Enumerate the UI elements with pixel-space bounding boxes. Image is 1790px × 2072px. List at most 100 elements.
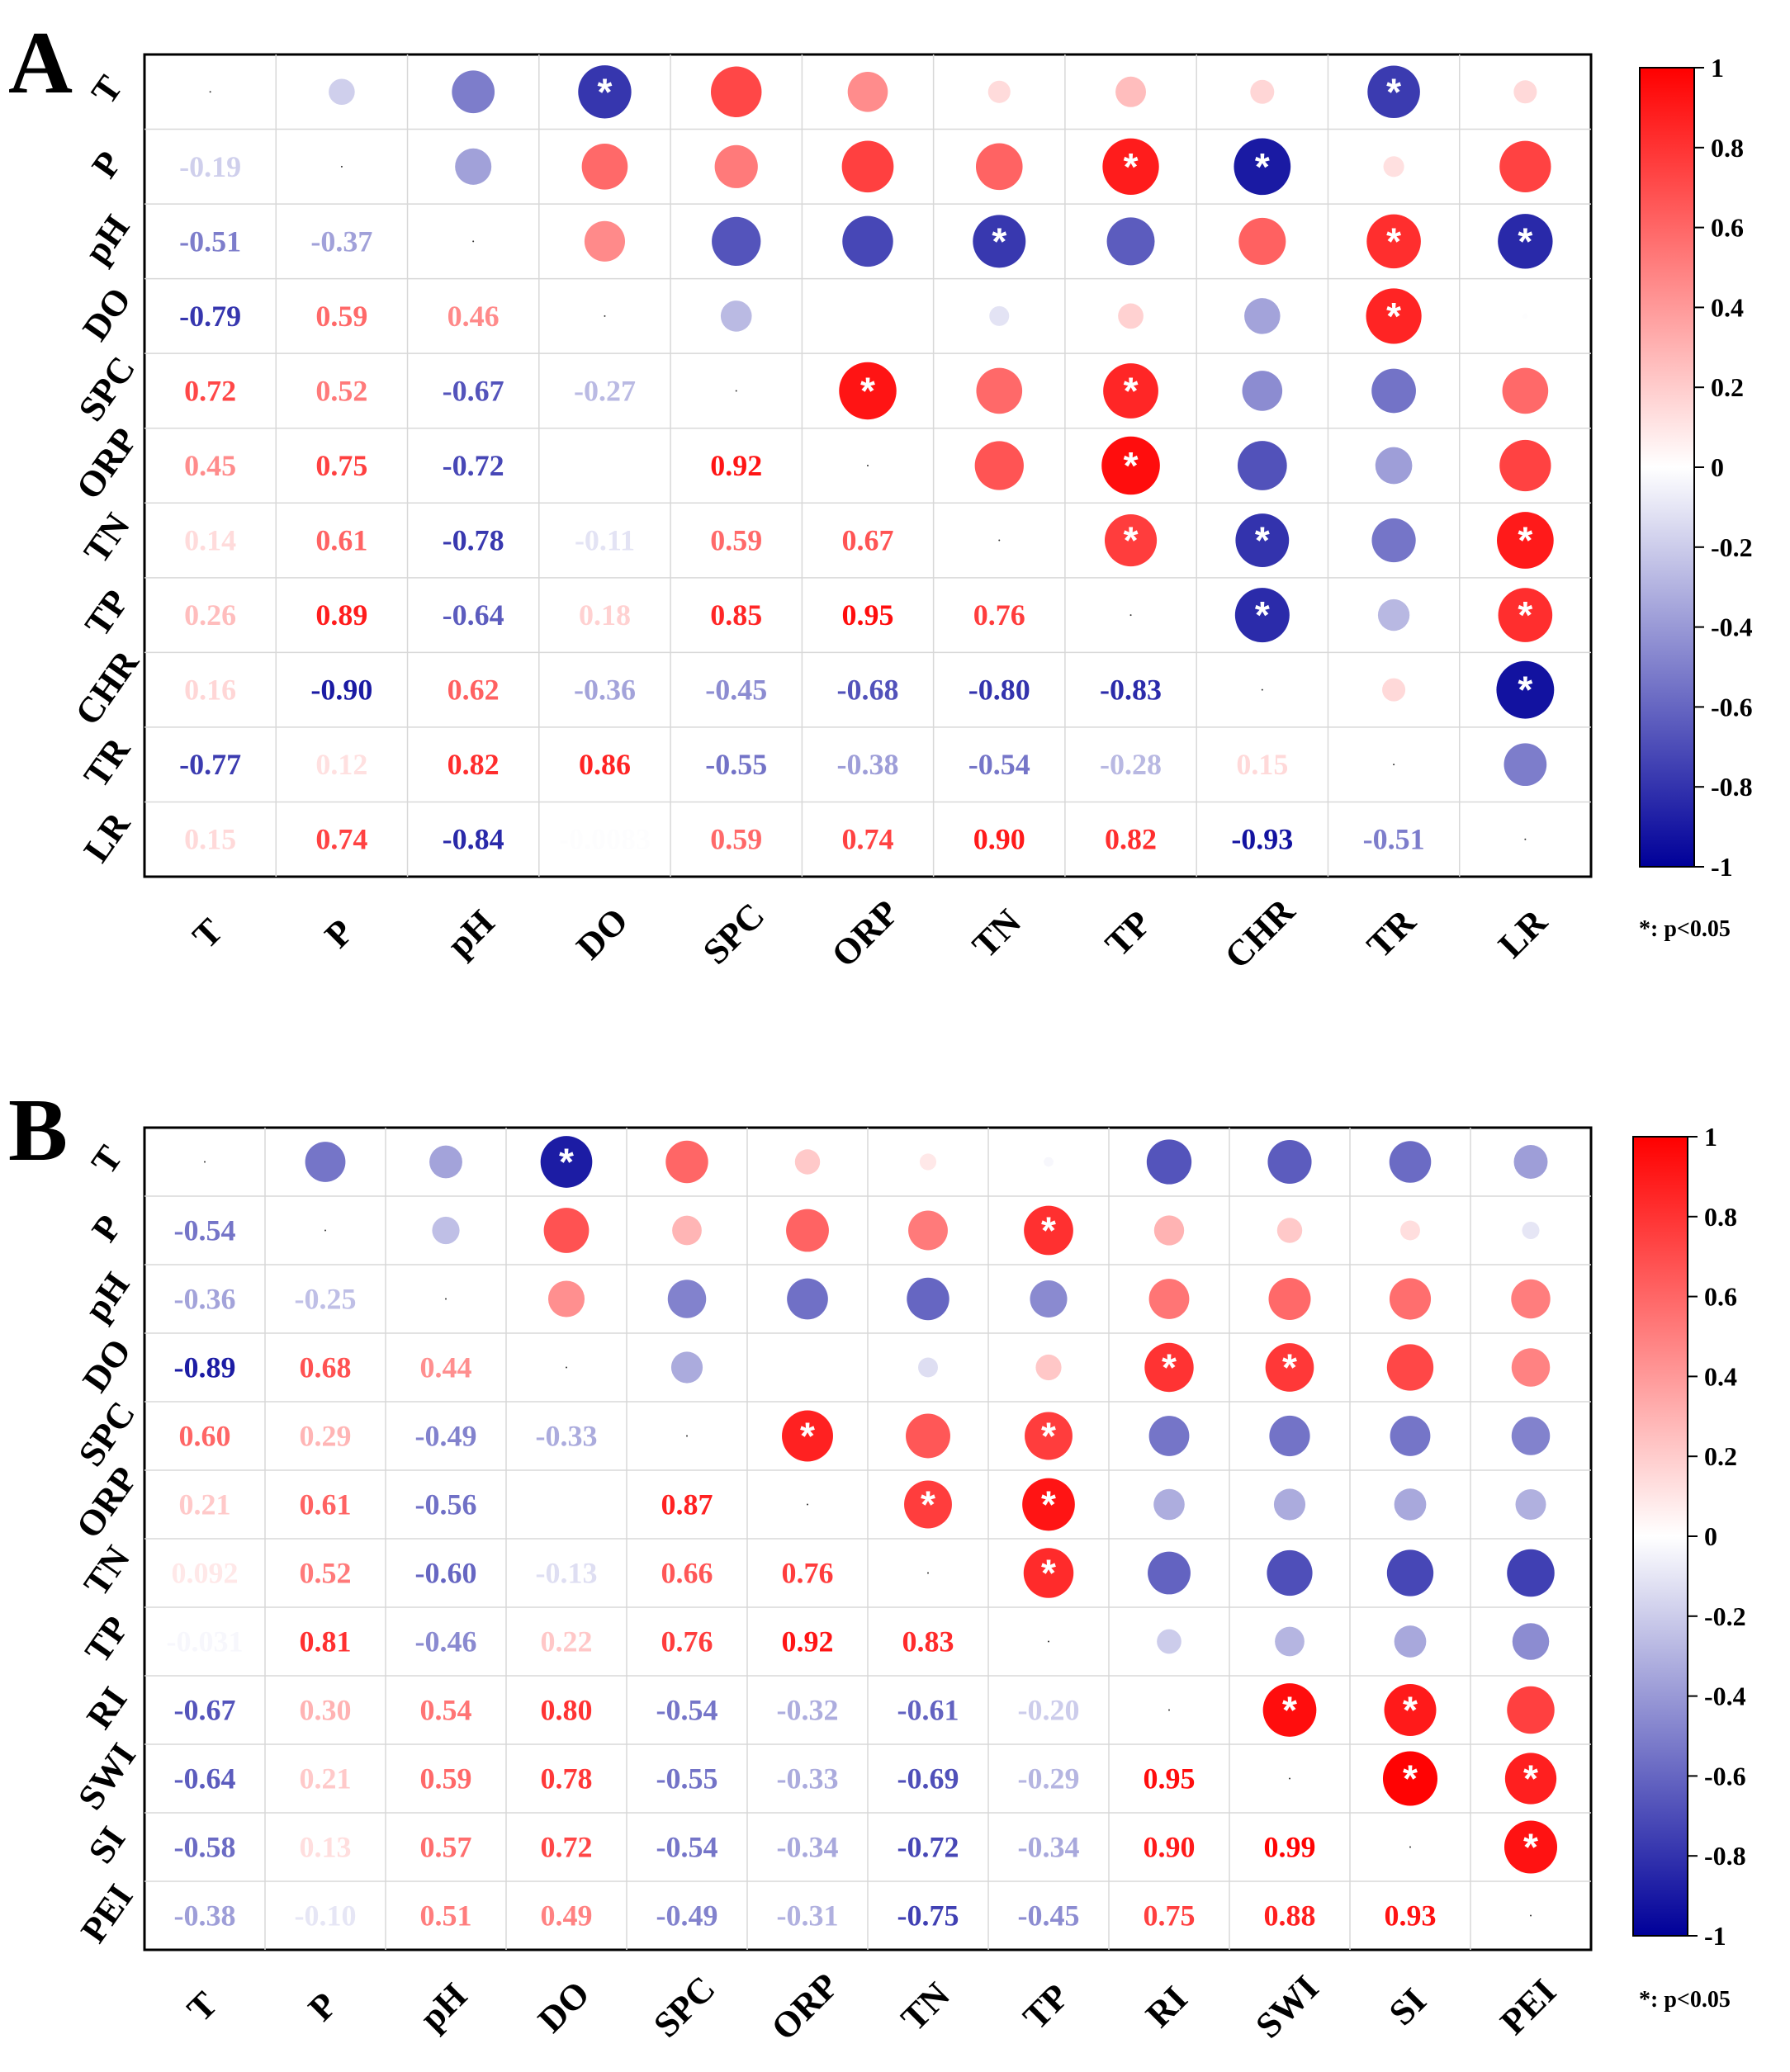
colorbar-tick-label: 0 xyxy=(1711,452,1724,482)
row-label: SI xyxy=(80,1819,133,1871)
panel-b-letter: B xyxy=(8,1081,68,1180)
row-label: TP xyxy=(77,582,136,643)
correlation-value: 0.49 xyxy=(541,1899,593,1932)
correlation-circle xyxy=(1522,313,1528,319)
correlation-circle xyxy=(1101,436,1160,495)
correlation-value: 0.51 xyxy=(420,1899,472,1932)
row-label: TN xyxy=(76,1539,138,1603)
significance-star: * xyxy=(1518,669,1532,712)
correlation-circle xyxy=(1237,441,1287,490)
panel-b-colorbar-bar xyxy=(1632,1136,1688,1937)
correlation-value: -0.031 xyxy=(167,1625,244,1658)
column-label: SPC xyxy=(695,895,772,972)
correlation-circle xyxy=(452,70,495,114)
correlation-value: -0.80 xyxy=(968,674,1030,707)
correlation-circle xyxy=(1238,217,1286,265)
correlation-circle xyxy=(973,215,1026,268)
correlation-circle xyxy=(714,144,758,188)
correlation-value: -0.54 xyxy=(656,1831,718,1864)
correlation-value: 0.092 xyxy=(172,1557,239,1590)
significance-star: * xyxy=(1041,1209,1056,1252)
correlation-value: -0.78 xyxy=(443,524,504,557)
correlation-circle xyxy=(1146,1139,1192,1185)
correlation-value: -0.54 xyxy=(174,1214,236,1247)
significance-star: * xyxy=(1124,145,1139,188)
correlation-value: 0.59 xyxy=(315,300,367,333)
correlation-value: -0.10 xyxy=(295,1899,357,1932)
correlation-circle xyxy=(1504,743,1547,787)
correlation-circle xyxy=(1262,1683,1317,1737)
correlation-value: 0.15 xyxy=(1236,748,1288,781)
correlation-value: -0.33 xyxy=(536,1420,598,1453)
correlation-circle xyxy=(329,78,355,106)
correlation-circle xyxy=(1153,1215,1185,1246)
colorbar-tick-label: 0.8 xyxy=(1704,1202,1737,1232)
diagonal-dot xyxy=(807,1503,808,1506)
diagonal-dot xyxy=(1261,688,1263,691)
correlation-value: 0.30 xyxy=(300,1694,352,1727)
correlation-circle xyxy=(712,216,761,267)
correlation-circle xyxy=(976,367,1023,414)
correlation-value: -0.0083 xyxy=(559,823,651,856)
correlation-value: 0.89 xyxy=(315,598,367,632)
correlation-circle xyxy=(1148,1416,1190,1456)
correlation-value: -0.36 xyxy=(574,674,636,707)
column-label: pH xyxy=(439,902,502,965)
significance-star: * xyxy=(1523,1757,1538,1800)
correlation-value: -0.51 xyxy=(1363,823,1425,856)
row-label: RI xyxy=(78,1680,135,1736)
correlation-value: 0.75 xyxy=(315,449,367,482)
correlation-circle xyxy=(1234,588,1290,643)
column-label: P xyxy=(301,1984,345,2029)
correlation-value: -0.61 xyxy=(897,1694,959,1727)
correlation-value: -0.64 xyxy=(443,598,504,632)
significance-star: * xyxy=(800,1415,815,1458)
correlation-circle xyxy=(919,1153,937,1171)
panel-a-colorbar: 1 0.8 0.6 0.4 0.2 0 -0.2 -0.4 -0.6 -0.8 -1 xyxy=(1639,53,1753,882)
correlation-value: -0.58 xyxy=(174,1831,236,1864)
colorbar-tick-label: -0.8 xyxy=(1704,1841,1746,1871)
column-label: LR xyxy=(1490,901,1556,966)
correlation-circle xyxy=(782,1410,833,1462)
correlation-value: 0.18 xyxy=(579,598,631,632)
diagonal-dot xyxy=(324,1229,326,1232)
correlation-value: -0.56 xyxy=(415,1488,477,1521)
correlation-value: 0.29 xyxy=(300,1420,352,1453)
diagonal-dot xyxy=(927,1572,929,1574)
column-label: TP xyxy=(1097,903,1158,964)
correlation-circle xyxy=(1148,1279,1190,1319)
row-label: ORP xyxy=(69,420,145,506)
significance-star: * xyxy=(1255,145,1270,188)
correlation-circle xyxy=(1504,1820,1558,1874)
correlation-circle xyxy=(1515,1489,1546,1520)
colorbar-tick-label: 1 xyxy=(1711,53,1724,83)
correlation-value: 0.75 xyxy=(1144,1899,1196,1932)
correlation-circle xyxy=(1375,447,1413,485)
correlation-value: -0.55 xyxy=(656,1762,718,1795)
column-label: DO xyxy=(569,900,636,967)
significance-star: * xyxy=(992,220,1006,263)
colorbar-tick-label: 1 xyxy=(1704,1122,1717,1152)
correlation-circle xyxy=(305,1142,346,1182)
correlation-circle xyxy=(974,441,1024,490)
correlation-value: 0.82 xyxy=(448,748,500,781)
correlation-circle xyxy=(581,143,628,190)
correlation-value: -0.77 xyxy=(179,748,241,781)
correlation-circle xyxy=(1389,1278,1432,1320)
diagonal-dot xyxy=(998,539,1001,542)
colorbar-tick-label: -0.6 xyxy=(1704,1761,1746,1791)
correlation-value: 0.74 xyxy=(315,823,367,856)
correlation-circle xyxy=(1497,512,1554,569)
diagonal-dot xyxy=(209,91,211,93)
significance-star: * xyxy=(1162,1346,1177,1389)
diagonal-dot xyxy=(735,390,737,392)
correlation-value: 0.15 xyxy=(184,823,236,856)
correlation-value: -0.27 xyxy=(574,374,636,407)
correlation-circle xyxy=(672,1215,702,1246)
correlation-circle xyxy=(1276,1218,1303,1243)
correlation-circle xyxy=(1512,1623,1550,1660)
correlation-circle xyxy=(1023,1548,1074,1598)
correlation-circle xyxy=(1022,1478,1075,1531)
